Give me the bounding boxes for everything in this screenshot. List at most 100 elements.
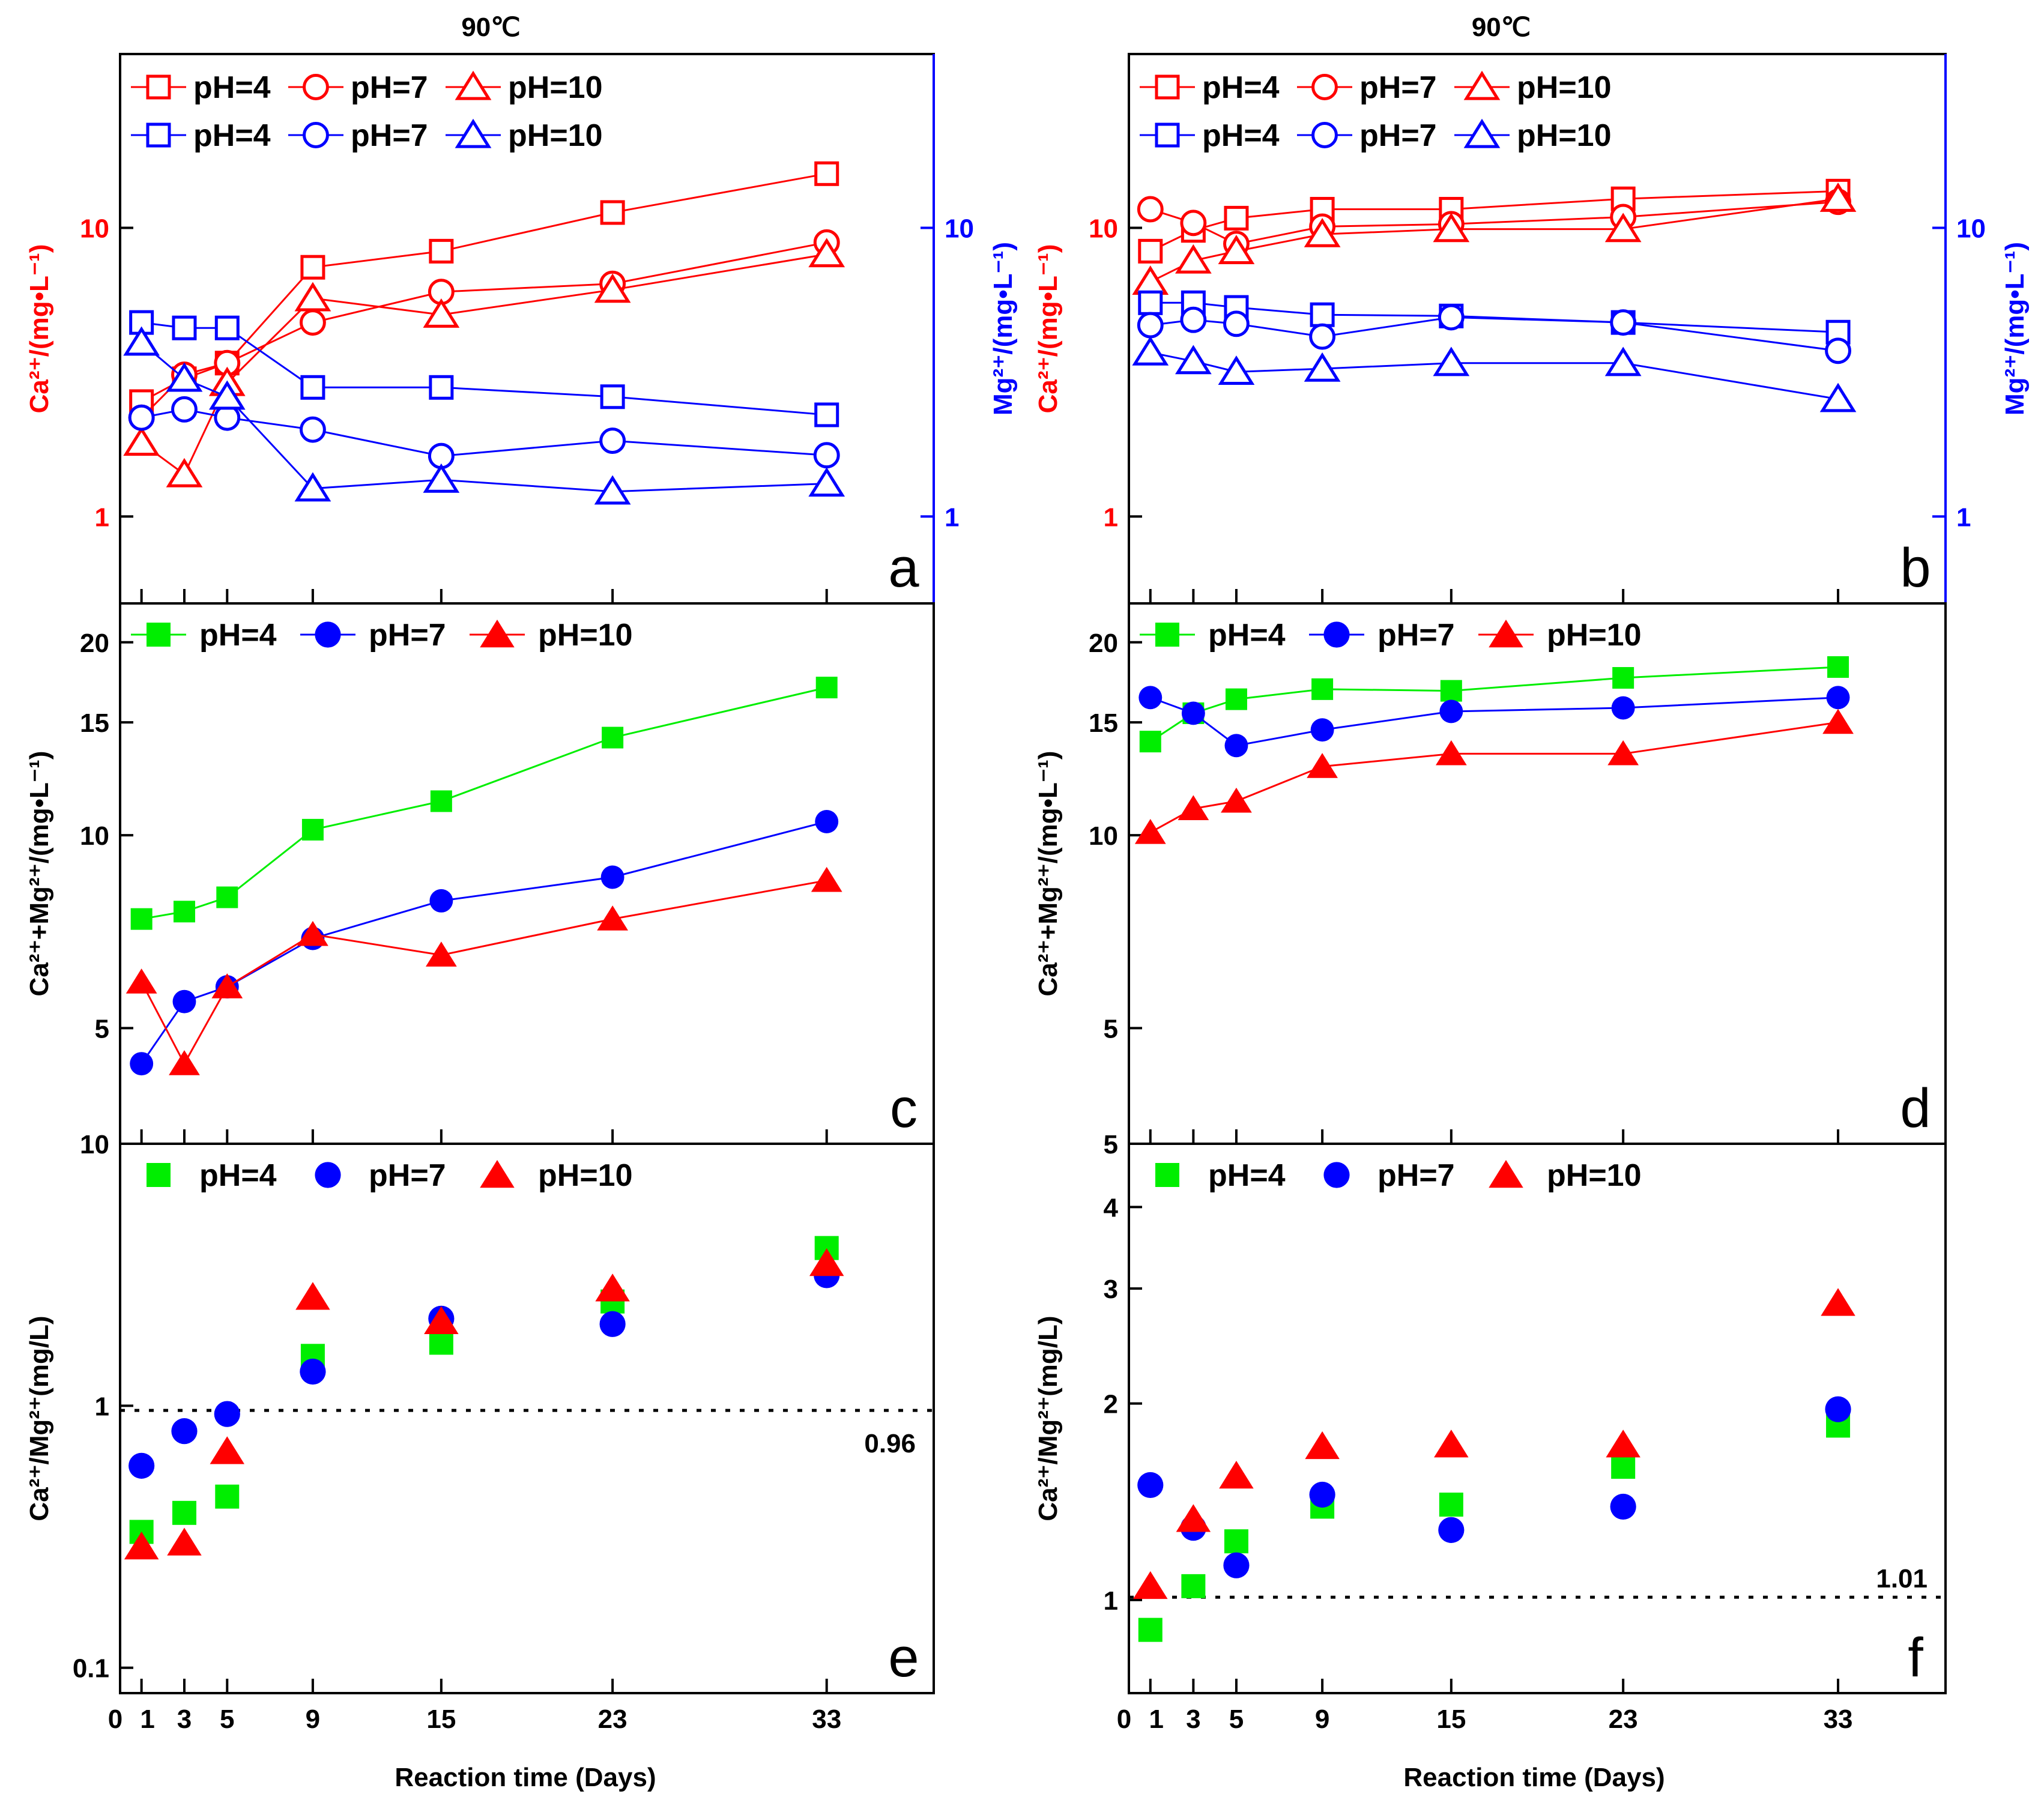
legend-marker (1155, 623, 1179, 647)
data-point (600, 384, 625, 409)
data-point (1304, 217, 1341, 247)
plot-frame-f (1128, 1143, 1947, 1694)
y-axis-title-left: Ca²⁺/Mg²⁺(mg/L) (1033, 1315, 1063, 1521)
y-tick-label: 1 (95, 503, 109, 532)
legend-label: pH=7 (351, 70, 428, 105)
legend-c: pH=4 pH=7 pH=10 (131, 618, 633, 653)
data-point (295, 1282, 330, 1310)
data-point (808, 467, 845, 497)
panel-letter: a (888, 537, 919, 599)
x-axis-title-left: Reaction time (Days) (395, 1763, 656, 1792)
data-point (1225, 688, 1247, 710)
data-point (1309, 323, 1336, 350)
data-point (1439, 1493, 1463, 1517)
data-point (1224, 1529, 1248, 1554)
legend-label: pH=4 (1202, 70, 1280, 105)
legend-marker (315, 621, 341, 648)
data-point (1175, 244, 1212, 274)
series-line (141, 321, 827, 416)
x-tick-label: 23 (1609, 1705, 1638, 1734)
data-point (1181, 1574, 1206, 1598)
y-tick-label: 20 (80, 629, 109, 658)
y-axis-title-left: Ca²⁺+Mg²⁺/(mg•L⁻¹) (1033, 751, 1063, 997)
data-point (1822, 708, 1854, 734)
data-point (1439, 699, 1463, 723)
legend-marker (146, 122, 171, 148)
data-point (171, 396, 198, 423)
y-axis-title-left: Ca²⁺/(mg•L⁻¹) (25, 244, 54, 414)
legend-label: pH=10 (508, 118, 603, 153)
data-point (166, 362, 203, 392)
y-axis-title-left: Ca²⁺/(mg•L⁻¹) (1033, 244, 1063, 414)
series-ph-7 (1137, 1396, 1851, 1578)
data-point (1825, 337, 1851, 364)
panel-title: 90℃ (461, 13, 520, 42)
y2-tick-label: 1 (1956, 503, 1971, 532)
y-tick-label: 1 (1104, 1586, 1118, 1616)
data-point (1224, 205, 1249, 231)
data-point (1311, 678, 1334, 700)
data-point (1138, 238, 1163, 264)
data-point (1137, 1472, 1164, 1499)
legend-label: pH=4 (199, 1158, 277, 1193)
data-point (429, 1330, 453, 1355)
data-point (294, 472, 331, 502)
panel-letter: c (890, 1078, 918, 1139)
legend-a: pH=4 pH=7 pH=10 pH=4 pH=7 pH=10 (131, 70, 603, 153)
legend-marker (1463, 118, 1501, 148)
series-line (1150, 301, 1839, 333)
x-tick-label: 0 (1117, 1705, 1131, 1734)
y-tick-label-bottom: 10 (80, 1130, 109, 1159)
series-ph-10 (1133, 1288, 1855, 1599)
x-tick-label: 5 (220, 1705, 234, 1734)
series-line (141, 686, 827, 920)
series-ph-4 (129, 1236, 839, 1544)
data-point (171, 1418, 198, 1445)
x-tick-label: 9 (306, 1705, 320, 1734)
y-tick-label: 10 (1089, 821, 1118, 851)
legend-label: pH=10 (1517, 118, 1612, 153)
data-point (1175, 345, 1212, 375)
series-ph-10 (1134, 708, 1854, 844)
y2-tick-label: 10 (945, 214, 974, 243)
series-line (141, 241, 827, 418)
panel-letter: d (1900, 1078, 1931, 1139)
data-point (429, 238, 454, 264)
legend-marker (1323, 621, 1350, 648)
legend-label: pH=4 (193, 70, 271, 105)
legend-label: pH=7 (1377, 1158, 1455, 1193)
series-ph-4 (1138, 1413, 1851, 1642)
data-point (1181, 701, 1205, 725)
data-point (300, 1358, 326, 1385)
data-point (1433, 213, 1470, 243)
data-point (809, 1248, 844, 1276)
y-tick-label: 5 (1104, 1014, 1118, 1043)
series-line (1150, 316, 1839, 352)
x-tick-label: 23 (598, 1705, 627, 1734)
data-point (1133, 1571, 1168, 1599)
data-point (130, 1052, 154, 1076)
y-tick-label: 10 (80, 214, 109, 243)
y-tick-label: 3 (1104, 1275, 1118, 1304)
data-point (1309, 1481, 1335, 1508)
legend-label: pH=7 (369, 1158, 446, 1193)
data-point (425, 941, 457, 967)
legend-marker (303, 74, 329, 100)
data-point (1132, 336, 1169, 366)
panel-title: 90℃ (1472, 13, 1531, 42)
data-point (1606, 1430, 1640, 1458)
data-point (1307, 753, 1338, 778)
y-axis-title-left: Ca²⁺/Mg²⁺(mg/L) (25, 1315, 54, 1521)
series-line (1150, 201, 1839, 245)
series-mg-ph-7 (128, 396, 840, 470)
data-point (1180, 306, 1207, 333)
data-point (429, 889, 453, 913)
data-point (1176, 1504, 1211, 1532)
legend-label: pH=7 (1359, 118, 1437, 153)
x-tick-label: 15 (426, 1705, 456, 1734)
y-tick-label: 2 (1104, 1390, 1118, 1419)
legend-f: pH=4 pH=7 pH=10 (1155, 1158, 1642, 1193)
series-ph-10 (125, 866, 842, 1075)
data-point (211, 973, 243, 998)
